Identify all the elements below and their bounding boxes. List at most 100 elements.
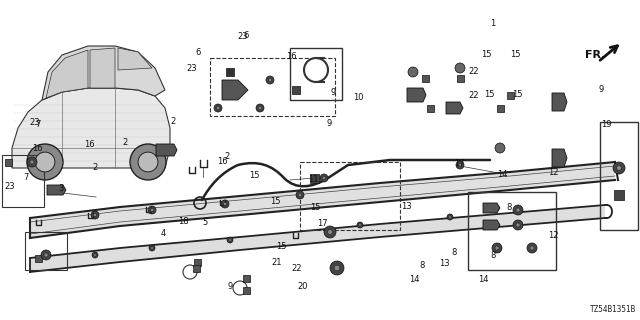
Circle shape xyxy=(92,252,98,258)
Text: 5: 5 xyxy=(202,218,207,227)
Circle shape xyxy=(91,211,99,219)
Circle shape xyxy=(447,214,453,220)
Text: 8: 8 xyxy=(420,261,425,270)
Text: 22: 22 xyxy=(468,92,479,100)
Text: 9: 9 xyxy=(228,282,233,291)
Bar xyxy=(506,92,513,99)
Polygon shape xyxy=(47,185,66,195)
Circle shape xyxy=(296,191,304,199)
Bar xyxy=(422,75,429,82)
Text: 8: 8 xyxy=(506,204,511,212)
Bar xyxy=(310,173,319,182)
Bar xyxy=(292,86,300,94)
Circle shape xyxy=(27,144,63,180)
Bar xyxy=(35,254,42,261)
Text: 15: 15 xyxy=(270,197,280,206)
Circle shape xyxy=(148,206,156,214)
Polygon shape xyxy=(483,203,500,213)
Circle shape xyxy=(324,226,336,238)
Text: 9: 9 xyxy=(330,88,335,97)
Bar xyxy=(497,105,504,111)
Text: 2: 2 xyxy=(225,152,230,161)
Circle shape xyxy=(323,176,326,180)
Bar xyxy=(426,105,433,111)
Circle shape xyxy=(330,261,344,275)
Bar xyxy=(600,122,638,230)
Text: 9: 9 xyxy=(599,85,604,94)
Bar xyxy=(300,162,400,230)
Bar xyxy=(193,265,200,271)
Text: 16: 16 xyxy=(218,157,228,166)
Text: 15: 15 xyxy=(510,50,520,59)
Text: 10: 10 xyxy=(353,93,364,102)
Text: 2: 2 xyxy=(122,138,127,147)
Text: 16: 16 xyxy=(286,52,296,61)
Circle shape xyxy=(616,166,621,170)
Circle shape xyxy=(138,152,158,172)
Circle shape xyxy=(527,243,537,253)
Polygon shape xyxy=(30,205,605,272)
Circle shape xyxy=(513,205,523,215)
Circle shape xyxy=(229,239,231,241)
Circle shape xyxy=(259,106,262,109)
Text: 15: 15 xyxy=(310,204,321,212)
Circle shape xyxy=(516,208,520,212)
Polygon shape xyxy=(90,48,115,88)
Text: 15: 15 xyxy=(484,90,495,99)
Bar xyxy=(193,259,200,266)
Text: 23: 23 xyxy=(30,118,40,127)
Text: 23: 23 xyxy=(187,64,197,73)
Text: 7: 7 xyxy=(23,173,28,182)
Circle shape xyxy=(492,243,502,253)
Text: TZ54B1351B: TZ54B1351B xyxy=(589,305,636,314)
Polygon shape xyxy=(446,102,463,114)
Circle shape xyxy=(221,200,229,208)
Circle shape xyxy=(151,247,153,249)
Circle shape xyxy=(35,152,55,172)
Text: 6: 6 xyxy=(244,31,249,40)
Text: 13: 13 xyxy=(401,202,412,211)
Circle shape xyxy=(495,246,499,250)
Text: 1: 1 xyxy=(490,20,495,28)
Circle shape xyxy=(613,162,625,174)
Bar xyxy=(25,232,67,270)
Circle shape xyxy=(44,253,48,257)
Circle shape xyxy=(150,208,154,212)
Circle shape xyxy=(227,237,233,243)
Bar xyxy=(243,275,250,282)
Text: 23: 23 xyxy=(238,32,248,41)
Text: 8: 8 xyxy=(452,248,457,257)
Circle shape xyxy=(530,246,534,250)
Text: 21: 21 xyxy=(271,258,282,267)
Bar xyxy=(4,158,12,165)
Text: 14: 14 xyxy=(410,276,420,284)
Polygon shape xyxy=(483,220,500,230)
Polygon shape xyxy=(156,144,177,156)
Circle shape xyxy=(516,223,520,227)
Circle shape xyxy=(359,224,361,226)
Text: 19: 19 xyxy=(602,120,612,129)
Circle shape xyxy=(458,164,461,167)
Circle shape xyxy=(223,202,227,205)
Text: 15: 15 xyxy=(250,172,260,180)
Text: 9: 9 xyxy=(327,119,332,128)
Bar xyxy=(243,286,250,293)
Text: 16: 16 xyxy=(32,144,42,153)
Circle shape xyxy=(513,220,523,230)
Text: FR.: FR. xyxy=(585,50,605,60)
Text: 7: 7 xyxy=(36,120,41,129)
Circle shape xyxy=(41,250,51,260)
Bar xyxy=(210,58,335,116)
Text: 4: 4 xyxy=(161,229,166,238)
Text: 12: 12 xyxy=(548,168,559,177)
Text: 18: 18 xyxy=(179,217,189,226)
Bar xyxy=(2,155,44,207)
Circle shape xyxy=(456,161,464,169)
Circle shape xyxy=(256,104,264,112)
Text: 17: 17 xyxy=(454,159,465,168)
Text: 3: 3 xyxy=(58,184,63,193)
Bar xyxy=(290,48,342,100)
Circle shape xyxy=(334,265,340,271)
Text: 20: 20 xyxy=(298,282,308,291)
Polygon shape xyxy=(552,149,567,167)
